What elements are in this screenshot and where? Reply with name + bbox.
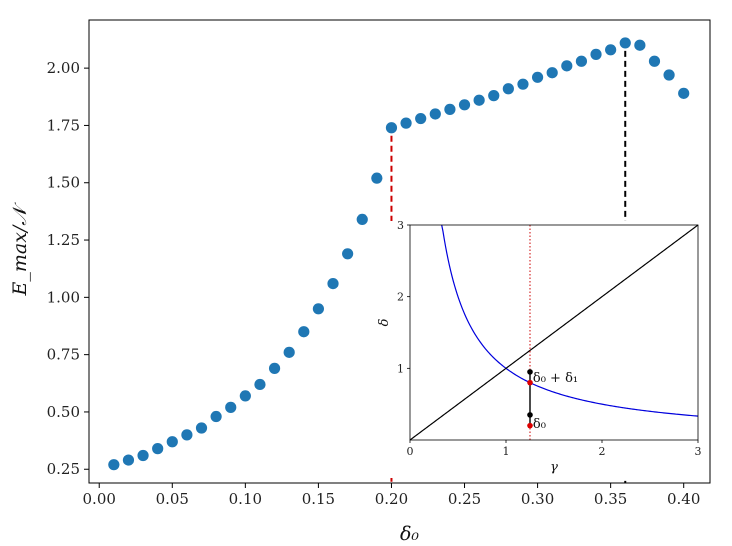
- main-point-21: [415, 112, 427, 125]
- inset-y-axis-label: δ: [377, 318, 392, 326]
- main-point-28: [517, 78, 529, 90]
- main-point-18: [371, 172, 383, 184]
- main-x-ticks: 0.00 0.05 0.10 0.15 0.20 0.25 0.30 0.35 0.40: [83, 483, 700, 508]
- main-point-29: [531, 71, 544, 83]
- inset-x-ticks: 0 1 2 3: [407, 440, 702, 458]
- inset-y-ticks: 1 2 3: [397, 219, 410, 375]
- main-point-9: [239, 390, 251, 402]
- main-x-tick-label-4: 0.20: [375, 490, 408, 508]
- inset-y-tick-label-2: 3: [397, 219, 404, 232]
- main-point-25: [473, 94, 485, 106]
- inset-markers: δ₀ + δ₁ δ₀: [527, 225, 578, 440]
- main-point-37: [648, 55, 661, 67]
- main-point-11: [268, 362, 281, 374]
- main-point-33: [590, 48, 602, 60]
- main-x-tick-label-2: 0.10: [229, 490, 262, 508]
- main-point-24: [458, 99, 471, 111]
- main-point-34: [605, 44, 617, 56]
- main-point-23: [444, 103, 456, 115]
- main-x-tick-label-7: 0.35: [594, 490, 627, 508]
- inset-y-tick-label-1: 2: [397, 291, 404, 304]
- main-point-0: [108, 459, 120, 471]
- inset-point-2: [527, 412, 533, 418]
- main-point-15: [327, 277, 339, 290]
- main-point-36: [634, 39, 646, 51]
- main-x-tick-label-6: 0.30: [521, 490, 554, 508]
- main-x-tick-label-5: 0.25: [448, 490, 481, 508]
- main-point-19: [385, 122, 398, 134]
- main-x-tick-label-8: 0.40: [667, 490, 700, 508]
- main-point-32: [575, 55, 588, 67]
- inset-x-tick-label-3: 3: [695, 445, 702, 458]
- main-point-31: [561, 60, 573, 72]
- inset-plot-frame: [409, 224, 699, 441]
- main-point-35: [619, 37, 631, 49]
- main-point-5: [181, 429, 193, 441]
- main-point-38: [663, 69, 675, 81]
- main-point-17: [356, 213, 368, 226]
- main-y-tick-label-6: 1.75: [47, 116, 80, 134]
- inset-x-tick-label-1: 1: [503, 445, 510, 458]
- main-point-30: [546, 67, 558, 79]
- main-plot: 0.00 0.05 0.10 0.15 0.20 0.25 0.30 0.35 0.40 0.2…: [9, 19, 711, 545]
- main-y-ticks: 0.25 0.50 0.75 1.00 1.25 1.50 1.75 2.00: [47, 59, 89, 478]
- main-y-tick-label-0: 0.25: [47, 460, 80, 478]
- main-point-1: [122, 454, 135, 466]
- main-point-2: [137, 449, 149, 462]
- main-point-8: [225, 401, 237, 413]
- main-y-tick-label-7: 2.00: [47, 59, 80, 77]
- main-y-tick-label-1: 0.50: [47, 403, 80, 421]
- main-point-12: [283, 346, 295, 358]
- main-y-axis-label: E_max/𝒩: [9, 202, 31, 297]
- main-point-22: [429, 108, 441, 120]
- main-point-27: [502, 83, 514, 95]
- inset-plot: δ₀ + δ₁ δ₀ 0 1 2 3 1 2 3 γ δ: [374, 219, 706, 478]
- main-point-4: [166, 436, 178, 448]
- inset-series: [409, 224, 699, 441]
- main-y-tick-label-5: 1.50: [47, 174, 80, 192]
- main-x-axis-label: δ₀: [400, 523, 419, 545]
- main-point-6: [195, 422, 208, 434]
- inset-y-tick-label-0: 1: [397, 362, 404, 375]
- main-y-tick-label-4: 1.25: [47, 231, 80, 249]
- main-y-tick-label-3: 1.00: [47, 288, 80, 306]
- main-point-26: [488, 90, 500, 102]
- inset-annotation-1: δ₀: [533, 417, 546, 432]
- inset-x-tick-label-0: 0: [407, 445, 414, 458]
- main-point-39: [678, 87, 690, 99]
- main-y-tick-label-2: 0.75: [47, 346, 80, 364]
- inset-point-0: [527, 369, 533, 375]
- main-x-tick-label-1: 0.05: [156, 490, 189, 508]
- inset-point-1: [527, 379, 533, 386]
- main-point-13: [298, 326, 310, 338]
- main-x-tick-label-3: 0.15: [302, 490, 335, 508]
- inset-series-1: [409, 224, 699, 441]
- main-x-tick-label-0: 0.00: [83, 490, 116, 508]
- inset-series-0: [441, 224, 699, 417]
- main-point-20: [400, 117, 412, 129]
- main-point-10: [254, 378, 266, 391]
- inset-point-3: [527, 422, 533, 429]
- main-scatter-points: [108, 37, 690, 471]
- inset-x-tick-label-2: 2: [599, 445, 606, 458]
- main-point-16: [342, 248, 354, 260]
- inset-background: [374, 221, 706, 478]
- main-point-3: [152, 443, 164, 455]
- inset-x-axis-label: γ: [550, 460, 558, 475]
- main-point-7: [210, 410, 222, 423]
- main-plot-frame: [88, 19, 711, 484]
- inset-annotation-0: δ₀ + δ₁: [533, 371, 578, 386]
- main-point-14: [312, 303, 325, 315]
